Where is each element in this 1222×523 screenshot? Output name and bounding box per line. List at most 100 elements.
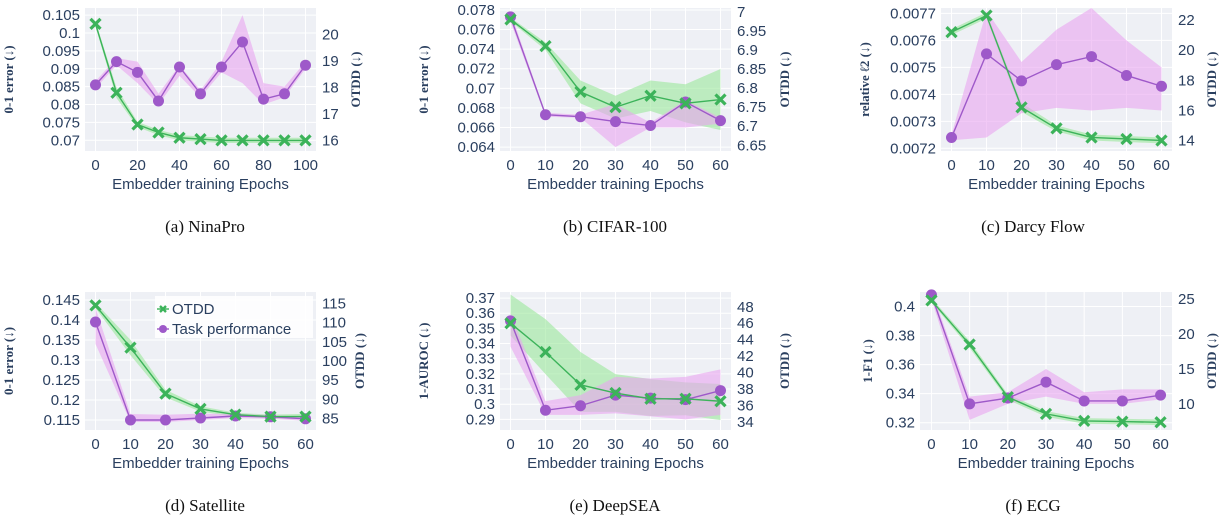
right-tick-label: 46 xyxy=(737,315,754,332)
left-tick-label: 0.37 xyxy=(466,290,495,307)
task-performance-point xyxy=(90,316,101,328)
right-y-axis-label: OTDD (↓) xyxy=(1204,333,1219,389)
otdd-point xyxy=(1039,407,1053,421)
task-performance-point xyxy=(964,398,976,410)
right-tick-label: 16 xyxy=(322,132,339,149)
caption-f: (f) ECG xyxy=(1005,496,1061,515)
right-tick-label: 40 xyxy=(737,365,754,382)
left-tick-label: 0.0075 xyxy=(890,59,936,76)
right-tick-label: 105 xyxy=(322,334,347,351)
x-axis-label: Embedder training Epochs xyxy=(112,455,289,472)
x-tick-label: 20 xyxy=(572,157,589,174)
otdd-point xyxy=(1050,122,1063,135)
x-tick-label: 10 xyxy=(122,436,139,453)
left-tick-label: 0.33 xyxy=(466,351,495,368)
x-axis-label: Embedder training Epochs xyxy=(527,455,704,472)
left-tick-label: 0.13 xyxy=(51,352,80,369)
right-tick-label: 16 xyxy=(1178,102,1195,119)
x-tick-label: 60 xyxy=(297,436,314,453)
right-tick-label: 10 xyxy=(1178,396,1195,413)
left-tick-label: 0.3 xyxy=(474,396,495,413)
left-y-axis-label: 0-1 error (↓) xyxy=(1,327,16,395)
right-tick-label: 44 xyxy=(737,332,754,349)
left-tick-label: 0.0076 xyxy=(890,32,936,49)
right-tick-label: 6.85 xyxy=(737,61,766,78)
x-tick-label: 60 xyxy=(1152,436,1169,453)
x-tick-label: 10 xyxy=(537,157,554,174)
task-performance-point xyxy=(174,61,185,73)
right-tick-label: 18 xyxy=(322,79,339,96)
task-performance-point xyxy=(111,56,122,68)
x-tick-label: 10 xyxy=(961,436,978,453)
right-tick-label: 36 xyxy=(737,397,754,414)
left-tick-label: 0.085 xyxy=(42,79,80,96)
otdd-point xyxy=(229,408,242,421)
otdd-point xyxy=(173,131,186,144)
left-tick-label: 0.115 xyxy=(44,412,80,429)
otdd-point xyxy=(574,85,587,99)
legend-task-label: Task performance xyxy=(172,321,291,338)
x-tick-label: 50 xyxy=(1114,436,1131,453)
right-tick-label: 20 xyxy=(1178,326,1195,343)
caption-a: (a) NinaPro xyxy=(165,217,245,236)
task-band xyxy=(510,313,721,420)
right-y-axis-label: OTDD (↓) xyxy=(777,52,792,108)
right-tick-label: 20 xyxy=(1178,42,1195,59)
right-y-axis-label: OTDD (↓) xyxy=(352,333,367,389)
x-tick-label: 40 xyxy=(1076,436,1093,453)
task-band xyxy=(95,15,306,105)
right-tick-label: 19 xyxy=(322,53,339,70)
otdd-point xyxy=(609,386,622,400)
task-performance-point xyxy=(1156,80,1167,92)
otdd-point xyxy=(714,93,727,106)
task-performance-point xyxy=(1040,376,1052,388)
otdd-point xyxy=(644,89,657,102)
left-tick-label: 0.078 xyxy=(457,2,495,19)
x-tick-label: 100 xyxy=(293,157,318,174)
right-y-axis-label: OTDD (↓) xyxy=(348,52,363,108)
x-tick-label: 10 xyxy=(978,157,995,174)
left-tick-label: 0.29 xyxy=(466,411,495,428)
x-tick-label: 60 xyxy=(712,157,729,174)
task-performance-point xyxy=(1051,59,1062,71)
otdd-point xyxy=(257,134,270,147)
left-tick-label: 0.09 xyxy=(51,61,80,78)
task-performance-point xyxy=(1016,75,1027,87)
left-tick-label: 0.105 xyxy=(42,7,80,24)
right-tick-label: 15 xyxy=(1178,361,1195,378)
left-tick-label: 0.08 xyxy=(51,97,80,114)
otdd-point xyxy=(194,132,207,146)
right-tick-label: 25 xyxy=(1178,291,1195,308)
caption-e: (e) DeepSEA xyxy=(569,496,661,515)
otdd-point xyxy=(714,395,727,408)
otdd-point xyxy=(1078,414,1091,428)
right-y-axis-label: OTDD (↓) xyxy=(1204,52,1219,108)
x-axis-label: Embedder training Epochs xyxy=(968,176,1145,193)
left-tick-label: 0.0072 xyxy=(890,140,936,157)
otdd-point xyxy=(1015,101,1028,114)
caption-b: (b) CIFAR-100 xyxy=(562,217,668,236)
x-tick-label: 20 xyxy=(1013,157,1030,174)
otdd-point xyxy=(609,101,622,114)
left-tick-label: 0.066 xyxy=(457,119,495,136)
otdd-band xyxy=(510,17,721,131)
right-tick-label: 6.75 xyxy=(737,99,766,116)
task-performance-point xyxy=(981,48,992,60)
left-tick-label: 0.34 xyxy=(466,336,495,353)
otdd-point xyxy=(925,294,938,307)
left-tick-label: 0.125 xyxy=(42,372,80,389)
task-performance-point xyxy=(715,385,726,397)
task-performance-point xyxy=(575,400,586,412)
right-tick-label: 90 xyxy=(322,391,339,408)
x-tick-label: 0 xyxy=(506,436,514,453)
task-performance-point xyxy=(160,414,171,426)
x-tick-label: 30 xyxy=(192,436,209,453)
left-y-axis-label: 0-1 error (↓) xyxy=(416,45,431,113)
left-tick-label: 0.07 xyxy=(51,132,80,149)
otdd-point xyxy=(539,345,552,359)
left-tick-label: 0.34 xyxy=(886,386,915,403)
otdd-point xyxy=(89,299,102,312)
left-y-axis-label: 0-1 error (↓) xyxy=(1,45,16,113)
otdd-point xyxy=(1155,134,1168,147)
